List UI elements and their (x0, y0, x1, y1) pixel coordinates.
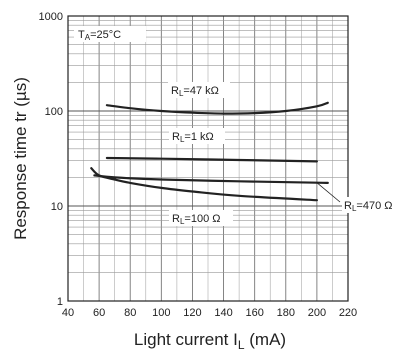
series-label-sub: L (179, 89, 184, 98)
series-rl-100-label-bg (169, 210, 233, 226)
series-label-rest: =470 Ω (356, 200, 392, 212)
series-label-main: R (172, 213, 180, 225)
x-tick-label: 220 (339, 307, 357, 319)
plot-frame (67, 15, 349, 302)
series-label-sub: L (352, 204, 357, 213)
series-rl-47k-label-bg (168, 82, 230, 98)
tick-labels: 40 60 80 100 120 140 160 180 200 220 1 10 100 1000 (39, 11, 358, 319)
series-rl-100-label: RL=100 Ω (172, 213, 220, 226)
series-group (90, 101, 329, 202)
y-axis-label: Response time tr (µs) (11, 77, 30, 240)
y-tick-label: 10 (51, 201, 63, 213)
condition-annotation: TA=25°C (78, 29, 121, 42)
condition-box (74, 26, 146, 42)
series-label-main: R (171, 85, 179, 97)
x-tick-label: 80 (124, 307, 136, 319)
series-rl-470-label-bg (342, 197, 404, 213)
series-label-sub: L (180, 217, 185, 226)
condition-main: T (78, 29, 85, 41)
series-rl-47k-label: RL=47 kΩ (171, 85, 219, 98)
series-label-main: R (172, 131, 180, 143)
x-axis-label: Light current IL (mA) (134, 330, 286, 352)
x-axis-label-main: Light current I (134, 330, 238, 349)
x-axis-label-unit: (mA) (245, 330, 287, 349)
series-rl-1k-label: RL=1 kΩ (172, 131, 214, 144)
series-rl-1k-line (105, 156, 318, 163)
series-rl-47k-line (105, 101, 329, 115)
series-label-rest: =47 kΩ (183, 85, 218, 97)
x-tick-label: 140 (214, 307, 232, 319)
series-rl-470-label: RL=470 Ω (344, 200, 392, 213)
series-label-sub: L (180, 135, 185, 144)
condition-sub: A (85, 33, 91, 42)
x-tick-label: 120 (183, 307, 201, 319)
x-tick-label: 40 (62, 307, 74, 319)
y-tick-label: 100 (45, 106, 63, 118)
series-label-main: R (344, 200, 352, 212)
grid (67, 15, 349, 302)
series-label-rest: =100 Ω (184, 213, 220, 225)
x-tick-label: 160 (245, 307, 263, 319)
y-tick-label: 1000 (39, 11, 63, 23)
series-rl-470-line (93, 174, 329, 184)
condition-rest: =25°C (90, 29, 121, 41)
x-tick-label: 100 (152, 307, 170, 319)
series-rl-470-leader (316, 182, 341, 203)
series-rl-100-line (90, 167, 318, 202)
y-tick-label: 1 (57, 296, 63, 308)
x-axis-label-sub: L (238, 338, 245, 352)
x-tick-label: 60 (93, 307, 105, 319)
x-tick-label: 200 (308, 307, 326, 319)
series-rl-1k-label-bg (169, 128, 225, 144)
x-tick-label: 180 (277, 307, 295, 319)
series-label-rest: =1 kΩ (184, 131, 213, 143)
